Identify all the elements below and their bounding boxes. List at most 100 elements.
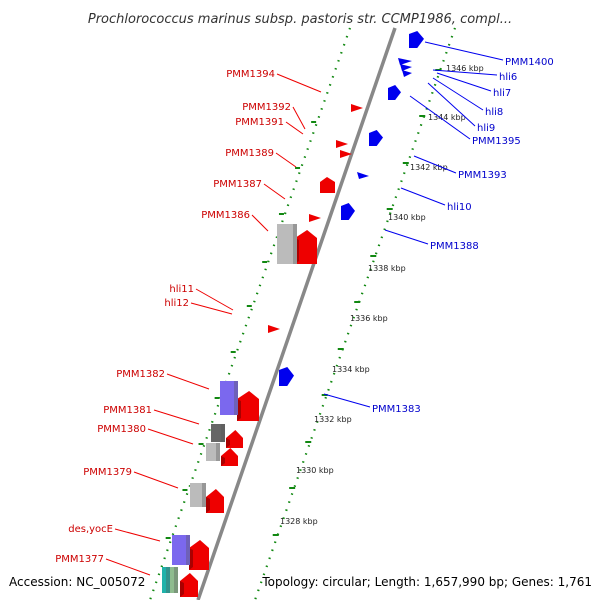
leader-pmm1400 <box>424 41 504 61</box>
gene-mark-pmm1388 <box>341 203 355 220</box>
ruler-label: 1334 kbp <box>332 365 370 374</box>
gene-label-hli7: hli7 <box>493 88 511 99</box>
leader-pmm1395 <box>409 95 471 140</box>
cog-block-pmm1377-b-edge <box>174 567 178 593</box>
cog-block-des-yoce-edge <box>186 535 190 565</box>
cog-block-pmm1381 <box>211 424 225 442</box>
leader-pmm1388 <box>384 229 429 245</box>
gene-label-pmm1379: PMM1379 <box>83 467 132 478</box>
gene-label-hli11: hli11 <box>169 284 194 295</box>
leader-pmm1387 <box>263 183 286 200</box>
gene-label-pmm1380: PMM1380 <box>97 424 146 435</box>
gene-label-pmm1387: PMM1387 <box>213 179 262 190</box>
feature-labels: 1346 kbp 1344 kbp 1342 kbp 1340 kbp 1338 kbp… <box>55 41 554 576</box>
gene-label-hli6: hli6 <box>499 72 517 83</box>
gene-mark-pmm1400 <box>409 31 424 48</box>
leader-pmm1379 <box>133 471 179 489</box>
ruler-label: 1342 kbp <box>410 163 448 172</box>
gene-mark-pmm1389 <box>340 150 352 158</box>
gene-label-pmm1386: PMM1386 <box>201 210 250 221</box>
leader-pmm1386 <box>251 214 269 232</box>
cog-block-pmm1382 <box>220 381 238 415</box>
leader-pmm1377 <box>105 558 151 576</box>
gene-label-hli9: hli9 <box>477 123 495 134</box>
leader-hli7 <box>436 72 492 92</box>
cog-block-pmm1380-edge <box>216 443 220 461</box>
gene-label-hli12: hli12 <box>164 298 189 309</box>
gene-label-pmm1388: PMM1388 <box>430 241 479 252</box>
gene-mark-hli <box>402 70 412 77</box>
gene-mark-pmm1391 <box>336 140 348 148</box>
leader-pmm1380 <box>147 428 194 445</box>
gene-label-pmm1395: PMM1395 <box>472 136 521 147</box>
gene-mark-pmm1383 <box>279 367 294 386</box>
cog-block-des-yoce <box>172 535 190 565</box>
ruler-label: 1332 kbp <box>314 415 352 424</box>
gene-mark-pmm1377 <box>180 573 198 597</box>
cog-block-pmm1377-b <box>170 567 178 593</box>
leader-pmm1394 <box>276 73 322 93</box>
feature-marks <box>162 31 442 597</box>
gene-mark-pmm1379-shade <box>206 497 210 513</box>
leader-des-yoce <box>114 528 161 542</box>
gene-label-hli10: hli10 <box>447 202 472 213</box>
leader-pmm1391 <box>285 121 304 135</box>
gene-label-pmm1400: PMM1400 <box>505 57 554 68</box>
leader-hli11 <box>195 288 234 311</box>
gene-label-pmm1383: PMM1383 <box>372 404 421 415</box>
gene-label-pmm1391: PMM1391 <box>235 117 284 128</box>
cog-block-pmm1386 <box>277 224 297 264</box>
cog-block-pmm1379 <box>190 483 206 507</box>
leader-hli6 <box>432 69 498 76</box>
leader-hli12 <box>190 302 233 315</box>
ruler-label: 1336 kbp <box>350 314 388 323</box>
ruler-label: 1340 kbp <box>388 213 426 222</box>
ruler-label: 1330 kbp <box>296 466 334 475</box>
ruler-label: 1344 kbp <box>428 113 466 122</box>
leader-hli10 <box>400 187 446 206</box>
gene-label-pmm1382: PMM1382 <box>116 369 165 380</box>
ruler-label: 1328 kbp <box>280 517 318 526</box>
cog-block-pmm1379-edge <box>202 483 206 507</box>
gene-label-pmm1377: PMM1377 <box>55 554 104 565</box>
gene-mark-pmm1393 <box>369 130 383 146</box>
cog-block-pmm1381-edge <box>221 424 225 442</box>
inner-ruler-track <box>148 27 352 600</box>
gene-label-des-yoce: des,yocE <box>68 524 113 535</box>
cog-block-pmm1377-a <box>162 567 170 593</box>
gene-mark-hli <box>400 64 412 71</box>
gene-label-pmm1392: PMM1392 <box>242 102 291 113</box>
genome-title: Prochlorococcus marinus subsp. pastoris … <box>88 12 512 27</box>
leader-pmm1383 <box>323 393 371 408</box>
leader-pmm1382 <box>166 373 210 390</box>
gene-mark-pmm1381 <box>226 430 243 448</box>
gene-mark-pmm1377-shade <box>180 581 184 597</box>
leader-pmm1393 <box>413 155 457 174</box>
cog-block-pmm1380 <box>206 443 220 461</box>
gene-mark-pmm1386 <box>295 230 317 264</box>
leader-hli9 <box>427 82 476 127</box>
cog-block-pmm1377-a-edge <box>166 567 170 593</box>
gene-label-pmm1389: PMM1389 <box>225 148 274 159</box>
gene-mark-pmm1381-shade <box>226 438 230 448</box>
leader-pmm1381 <box>153 409 200 425</box>
gene-mark-pmm1386-small <box>309 214 321 222</box>
gene-mark-hli10 <box>357 172 369 179</box>
ruler-label: 1346 kbp <box>446 64 484 73</box>
gene-mark-pmm1380-shade <box>221 456 225 466</box>
cog-block-pmm1382-edge <box>234 381 238 415</box>
gene-label-pmm1381: PMM1381 <box>103 405 152 416</box>
gene-mark-des-yoce <box>189 540 209 570</box>
gene-mark-pmm1382 <box>237 391 259 421</box>
gene-mark-pmm1379 <box>206 489 224 513</box>
accession-text: Accession: NC_005072 <box>9 575 145 589</box>
leader-pmm1392 <box>292 106 306 130</box>
leader-pmm1389 <box>275 152 297 168</box>
leader-hli8 <box>432 77 484 111</box>
genome-backbone <box>196 27 397 600</box>
cog-block-pmm1386-edge <box>293 224 297 264</box>
gene-mark-pmm1380 <box>221 448 238 466</box>
gene-mark-pmm1395 <box>388 85 401 100</box>
ruler-label: 1338 kbp <box>368 264 406 273</box>
